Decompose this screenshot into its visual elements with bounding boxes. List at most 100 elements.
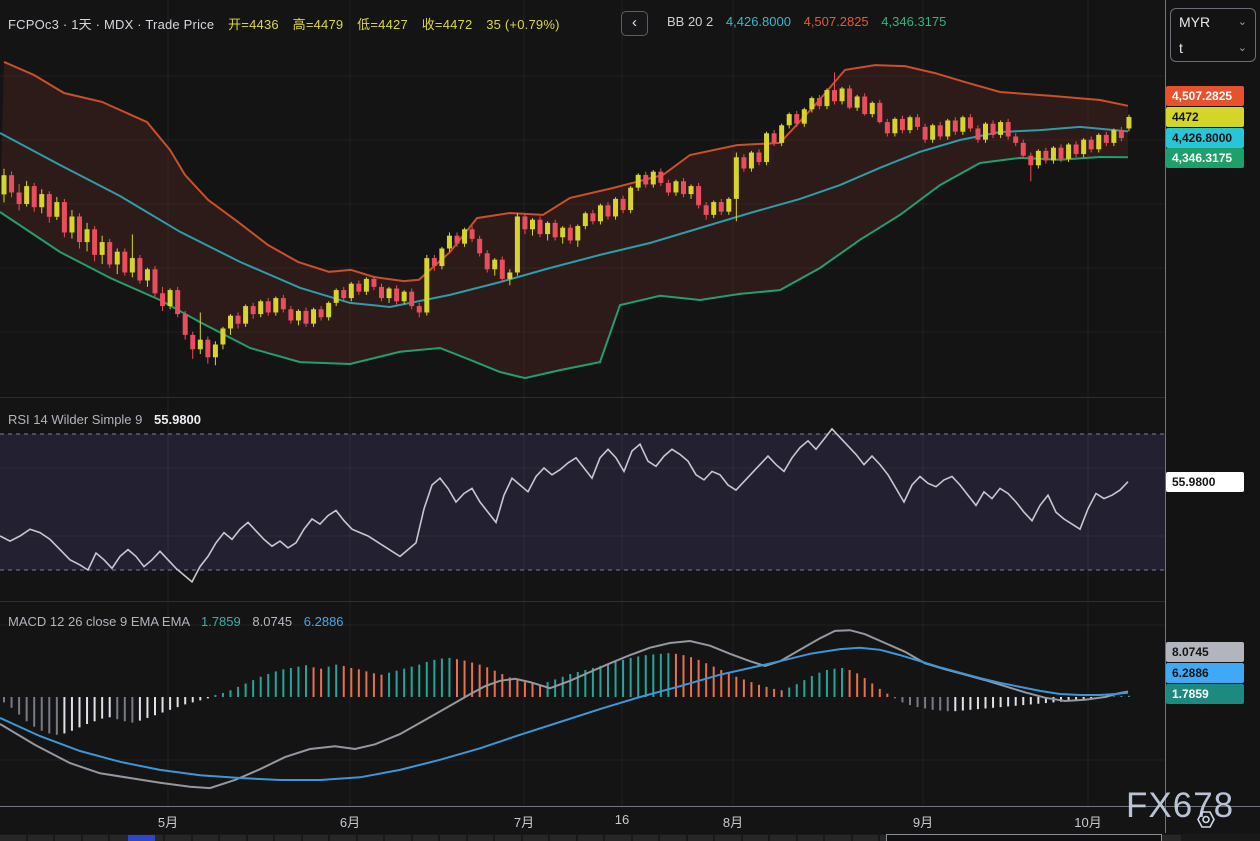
candle-body [363, 278, 369, 292]
main-chart-bg [0, 0, 1165, 398]
rsi-header[interactable]: RSI 14 Wilder Simple 9 55.9800 [8, 412, 201, 427]
panel-separator[interactable] [0, 601, 1166, 602]
bottom-strip-tile[interactable] [0, 835, 26, 841]
candle-body [597, 205, 603, 222]
bottom-strip-tile[interactable] [522, 835, 548, 841]
bottom-strip-tile[interactable] [220, 835, 246, 841]
ohlc-close: 收=4472 [421, 17, 473, 32]
bottom-strip-tile[interactable] [495, 835, 521, 841]
bottom-strip-active-tile[interactable] [128, 835, 155, 841]
bottom-strip-tile[interactable] [357, 835, 383, 841]
candle-body [318, 309, 324, 318]
time-axis-label[interactable]: 5月 [157, 815, 179, 830]
bottom-strip-tile[interactable] [55, 835, 81, 841]
time-axis-label[interactable]: 6月 [339, 815, 361, 830]
macd-header[interactable]: MACD 12 26 close 9 EMA EMA 1.7859 8.0745… [8, 614, 344, 629]
currency-label: MYR [1179, 14, 1211, 30]
candle-body [665, 182, 671, 193]
candle-body [786, 114, 792, 126]
candle-body [371, 278, 377, 287]
candle-body [265, 301, 271, 313]
candle-body [152, 269, 158, 294]
rsi-value: 55.9800 [154, 412, 202, 427]
candle-body [1096, 134, 1102, 150]
candle-body [688, 186, 694, 195]
macd-panel[interactable] [0, 602, 1165, 806]
candle-body [1066, 144, 1072, 159]
bottom-strip-panel[interactable] [886, 834, 1162, 841]
bottom-strip-tile[interactable] [302, 835, 328, 841]
bottom-strip-tile[interactable] [385, 835, 411, 841]
bottom-strip-tile[interactable] [742, 835, 768, 841]
bottom-strip-tile[interactable] [632, 835, 658, 841]
bottom-strip-tile[interactable] [797, 835, 823, 841]
bb-lower-value: 4,346.3175 [881, 14, 947, 29]
bb-indicator-header[interactable]: BB 20 2 4,426.8000 4,507.2825 4,346.3175 [658, 14, 946, 29]
rsi-panel[interactable] [0, 398, 1165, 602]
time-axis-label[interactable]: 7月 [513, 815, 535, 830]
currency-dropdown[interactable]: MYR ⌄ [1171, 9, 1255, 35]
unit-dropdown[interactable]: t ⌄ [1171, 35, 1255, 61]
candle-body [960, 117, 966, 132]
candle-body [673, 181, 679, 193]
price-label: 4,346.3175 [1166, 148, 1244, 168]
main-chart-panel[interactable] [0, 0, 1165, 398]
time-axis-label[interactable]: 9月 [912, 815, 934, 830]
symbol-title[interactable]: FCPOc3 · 1天 · MDX · Trade Price [8, 17, 215, 32]
time-axis-label[interactable]: 8月 [722, 815, 744, 830]
chevron-left-icon: ‹ [632, 14, 637, 31]
candle-body [182, 314, 188, 335]
candle-body [303, 310, 309, 324]
bottom-strip-tile[interactable] [715, 835, 741, 841]
bottom-strip-tile[interactable] [440, 835, 466, 841]
candle-body [703, 205, 709, 215]
time-axis-label[interactable]: 10月 [1074, 815, 1102, 830]
candle-body [250, 306, 256, 315]
candle-body [726, 198, 732, 212]
time-axis-label[interactable]: 16 [614, 812, 630, 827]
price-label: 4472 [1166, 107, 1244, 127]
candle-body [1020, 142, 1026, 156]
bottom-strip-tile[interactable] [110, 835, 136, 841]
macd-title: MACD 12 26 close 9 EMA EMA [8, 614, 190, 629]
candle-body [794, 114, 800, 124]
time-axis[interactable]: 5月 6月 7月 16 8月 9月 10月 [0, 807, 1260, 833]
bottom-strip [0, 834, 1260, 841]
panel-separator[interactable] [0, 397, 1166, 398]
candle-body [1035, 150, 1041, 166]
bottom-strip-tile[interactable] [660, 835, 686, 841]
bottom-strip-tile[interactable] [247, 835, 273, 841]
bollinger-basis-line [0, 125, 1129, 309]
bottom-strip-tile[interactable] [852, 835, 878, 841]
bottom-strip-tile[interactable] [330, 835, 356, 841]
bottom-strip-tile[interactable] [687, 835, 713, 841]
candle-body [832, 90, 837, 102]
candle-body [522, 216, 528, 230]
candle-body [605, 205, 611, 217]
bottom-strip-tile[interactable] [550, 835, 576, 841]
candle-body [613, 198, 619, 217]
bottom-strip-tile[interactable] [275, 835, 301, 841]
bottom-strip-tile[interactable] [467, 835, 493, 841]
candle-body [741, 157, 747, 169]
candle-body [658, 171, 664, 183]
bottom-strip-tile[interactable] [412, 835, 438, 841]
bottom-strip-tile[interactable] [82, 835, 108, 841]
candle-body [590, 213, 596, 222]
bottom-strip-tile[interactable] [27, 835, 53, 841]
bottom-strip-tile[interactable] [770, 835, 796, 841]
currency-selector: MYR ⌄ t ⌄ [1170, 8, 1256, 62]
back-button[interactable]: ‹ [621, 11, 648, 36]
candle-body [99, 242, 105, 255]
candle-body [348, 283, 354, 299]
candle-body [620, 198, 626, 211]
candle-body [537, 219, 543, 235]
candle-body [650, 171, 656, 185]
bottom-strip-tile[interactable] [825, 835, 851, 841]
bottom-strip-tile[interactable] [577, 835, 603, 841]
candle-body [884, 122, 890, 134]
bottom-strip-tile[interactable] [165, 835, 191, 841]
bottom-strip-tile[interactable] [192, 835, 218, 841]
bottom-strip-tile[interactable] [1155, 835, 1181, 841]
bottom-strip-tile[interactable] [605, 835, 631, 841]
